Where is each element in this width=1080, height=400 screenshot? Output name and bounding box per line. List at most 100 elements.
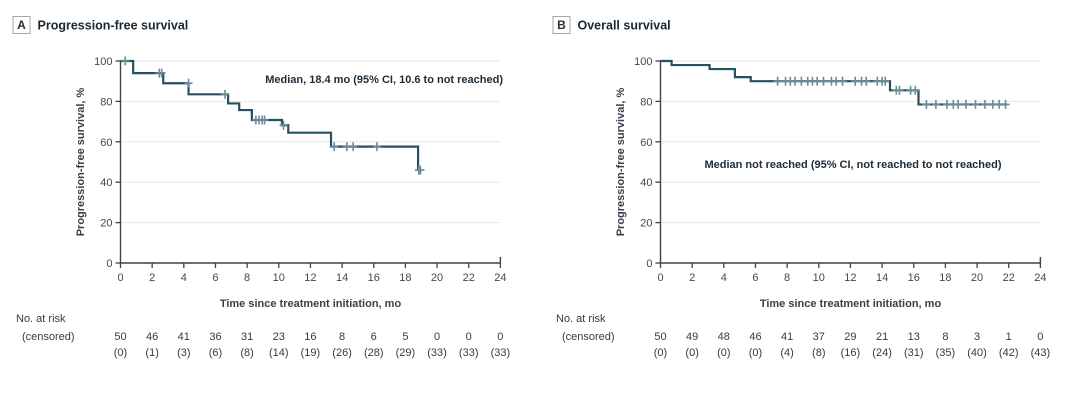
x-tick-label-4: 4 (721, 272, 727, 284)
censored-value: (8) (812, 347, 825, 359)
risk-header-line1: No. at risk (16, 313, 66, 325)
x-tick-label-16: 16 (908, 272, 920, 284)
censored-value: (33) (459, 347, 479, 359)
censor-mark (220, 89, 229, 99)
censor-mark (895, 85, 904, 95)
y-axis-label: Progression-free survival, % (615, 88, 627, 237)
risk-header-line1: No. at risk (556, 313, 606, 325)
survival-curve (120, 59, 422, 172)
y-tick-label-40: 40 (100, 177, 112, 189)
censored-value: (28) (364, 347, 384, 359)
at-risk-value: 8 (942, 331, 948, 343)
y-tick-label-80: 80 (100, 96, 112, 108)
y-tick-label-40: 40 (640, 177, 652, 189)
x-tick-label-18: 18 (939, 272, 951, 284)
x-tick-label-8: 8 (784, 272, 790, 284)
at-risk-value: 6 (371, 331, 377, 343)
at-risk-values: 50 49 48 46 41 37 29 21 13 8 3 1 0 (654, 331, 1043, 343)
censor-mark (971, 99, 980, 109)
censored-value: (14) (269, 347, 289, 359)
censored-value: (6) (209, 347, 222, 359)
censor-mark (330, 142, 339, 152)
at-risk-value: 31 (241, 331, 253, 343)
panel-overall-survival: B Overall survival 0 20 40 60 80 100 0 2 4 6 8 10 1… (540, 0, 1080, 400)
censored-value: (16) (841, 347, 861, 359)
at-risk-value: 23 (273, 331, 285, 343)
censored-value: (0) (749, 347, 762, 359)
censor-mark (1001, 99, 1010, 109)
panel-label: B (557, 18, 566, 32)
y-tick-labels: 0 20 40 60 80 100 (634, 56, 661, 270)
censor-mark (931, 99, 940, 109)
risk-header-line2: (censored) (22, 331, 75, 343)
x-tick-label-14: 14 (336, 272, 348, 284)
median-annotation: Median not reached (95% CI, not reached … (704, 159, 1001, 171)
at-risk-value: 13 (908, 331, 920, 343)
y-tick-label-0: 0 (106, 258, 112, 270)
censored-values: (0) (0) (0) (0) (4) (8) (16) (24) (31) (35) (40) (4… (654, 347, 1050, 359)
censored-value: (8) (240, 347, 253, 359)
x-tick-label-18: 18 (399, 272, 411, 284)
y-tick-label-0: 0 (646, 258, 652, 270)
at-risk-value: 21 (876, 331, 888, 343)
x-tick-label-14: 14 (876, 272, 888, 284)
y-gridlines (660, 60, 1041, 224)
y-tick-label-80: 80 (640, 96, 652, 108)
at-risk-value: 41 (781, 331, 793, 343)
axes (119, 60, 502, 264)
at-risk-value: 49 (686, 331, 698, 343)
x-tick-label-2: 2 (689, 272, 695, 284)
censor-mark (372, 142, 381, 152)
at-risk-value: 0 (1037, 331, 1043, 343)
at-risk-value: 0 (497, 331, 503, 343)
censor-mark (954, 99, 963, 109)
censored-value: (19) (301, 347, 321, 359)
censor-mark (773, 76, 782, 86)
at-risk-value: 3 (974, 331, 980, 343)
censored-value: (33) (427, 347, 447, 359)
x-tick-labels: 0 2 4 6 8 10 12 14 16 18 20 22 24 (657, 263, 1046, 284)
x-tick-labels: 0 2 4 6 8 10 12 14 16 18 20 22 24 (117, 263, 506, 284)
x-tick-label-2: 2 (149, 272, 155, 284)
censored-value: (4) (780, 347, 793, 359)
at-risk-value: 46 (146, 331, 158, 343)
at-risk-value: 29 (844, 331, 856, 343)
censor-mark (157, 68, 166, 78)
x-tick-label-12: 12 (844, 272, 856, 284)
at-risk-value: 1 (1006, 331, 1012, 343)
censored-value: (31) (904, 347, 924, 359)
at-risk-value: 46 (749, 331, 761, 343)
panel-title: Overall survival (578, 19, 671, 33)
survival-curve (660, 59, 1008, 106)
censor-mark (838, 76, 847, 86)
censor-mark (980, 99, 989, 109)
censor-marks (773, 76, 1010, 109)
median-annotation: Median, 18.4 mo (95% CI, 10.6 to not rea… (265, 74, 503, 86)
censor-mark (184, 78, 193, 88)
censored-value: (1) (145, 347, 158, 359)
y-tick-label-60: 60 (100, 137, 112, 149)
y-gridlines (120, 60, 501, 224)
at-risk-value: 0 (466, 331, 472, 343)
at-risk-value: 36 (209, 331, 221, 343)
censored-value: (26) (332, 347, 352, 359)
at-risk-value: 16 (304, 331, 316, 343)
y-tick-label-60: 60 (640, 137, 652, 149)
x-tick-label-10: 10 (813, 272, 825, 284)
at-risk-value: 0 (434, 331, 440, 343)
censored-value: (0) (114, 347, 127, 359)
y-tick-label-20: 20 (640, 218, 652, 230)
at-risk-values: 50 46 41 36 31 23 16 8 6 5 0 0 0 (114, 331, 503, 343)
y-axis-label: Progression-free survival, % (75, 88, 87, 237)
censored-value: (42) (999, 347, 1019, 359)
y-tick-labels: 0 20 40 60 80 100 (94, 56, 121, 270)
x-tick-label-20: 20 (431, 272, 443, 284)
censor-mark (862, 76, 871, 86)
censored-value: (0) (685, 347, 698, 359)
censored-value: (0) (717, 347, 730, 359)
at-risk-value: 48 (718, 331, 730, 343)
axis-lines (119, 60, 502, 264)
censored-value: (29) (396, 347, 416, 359)
